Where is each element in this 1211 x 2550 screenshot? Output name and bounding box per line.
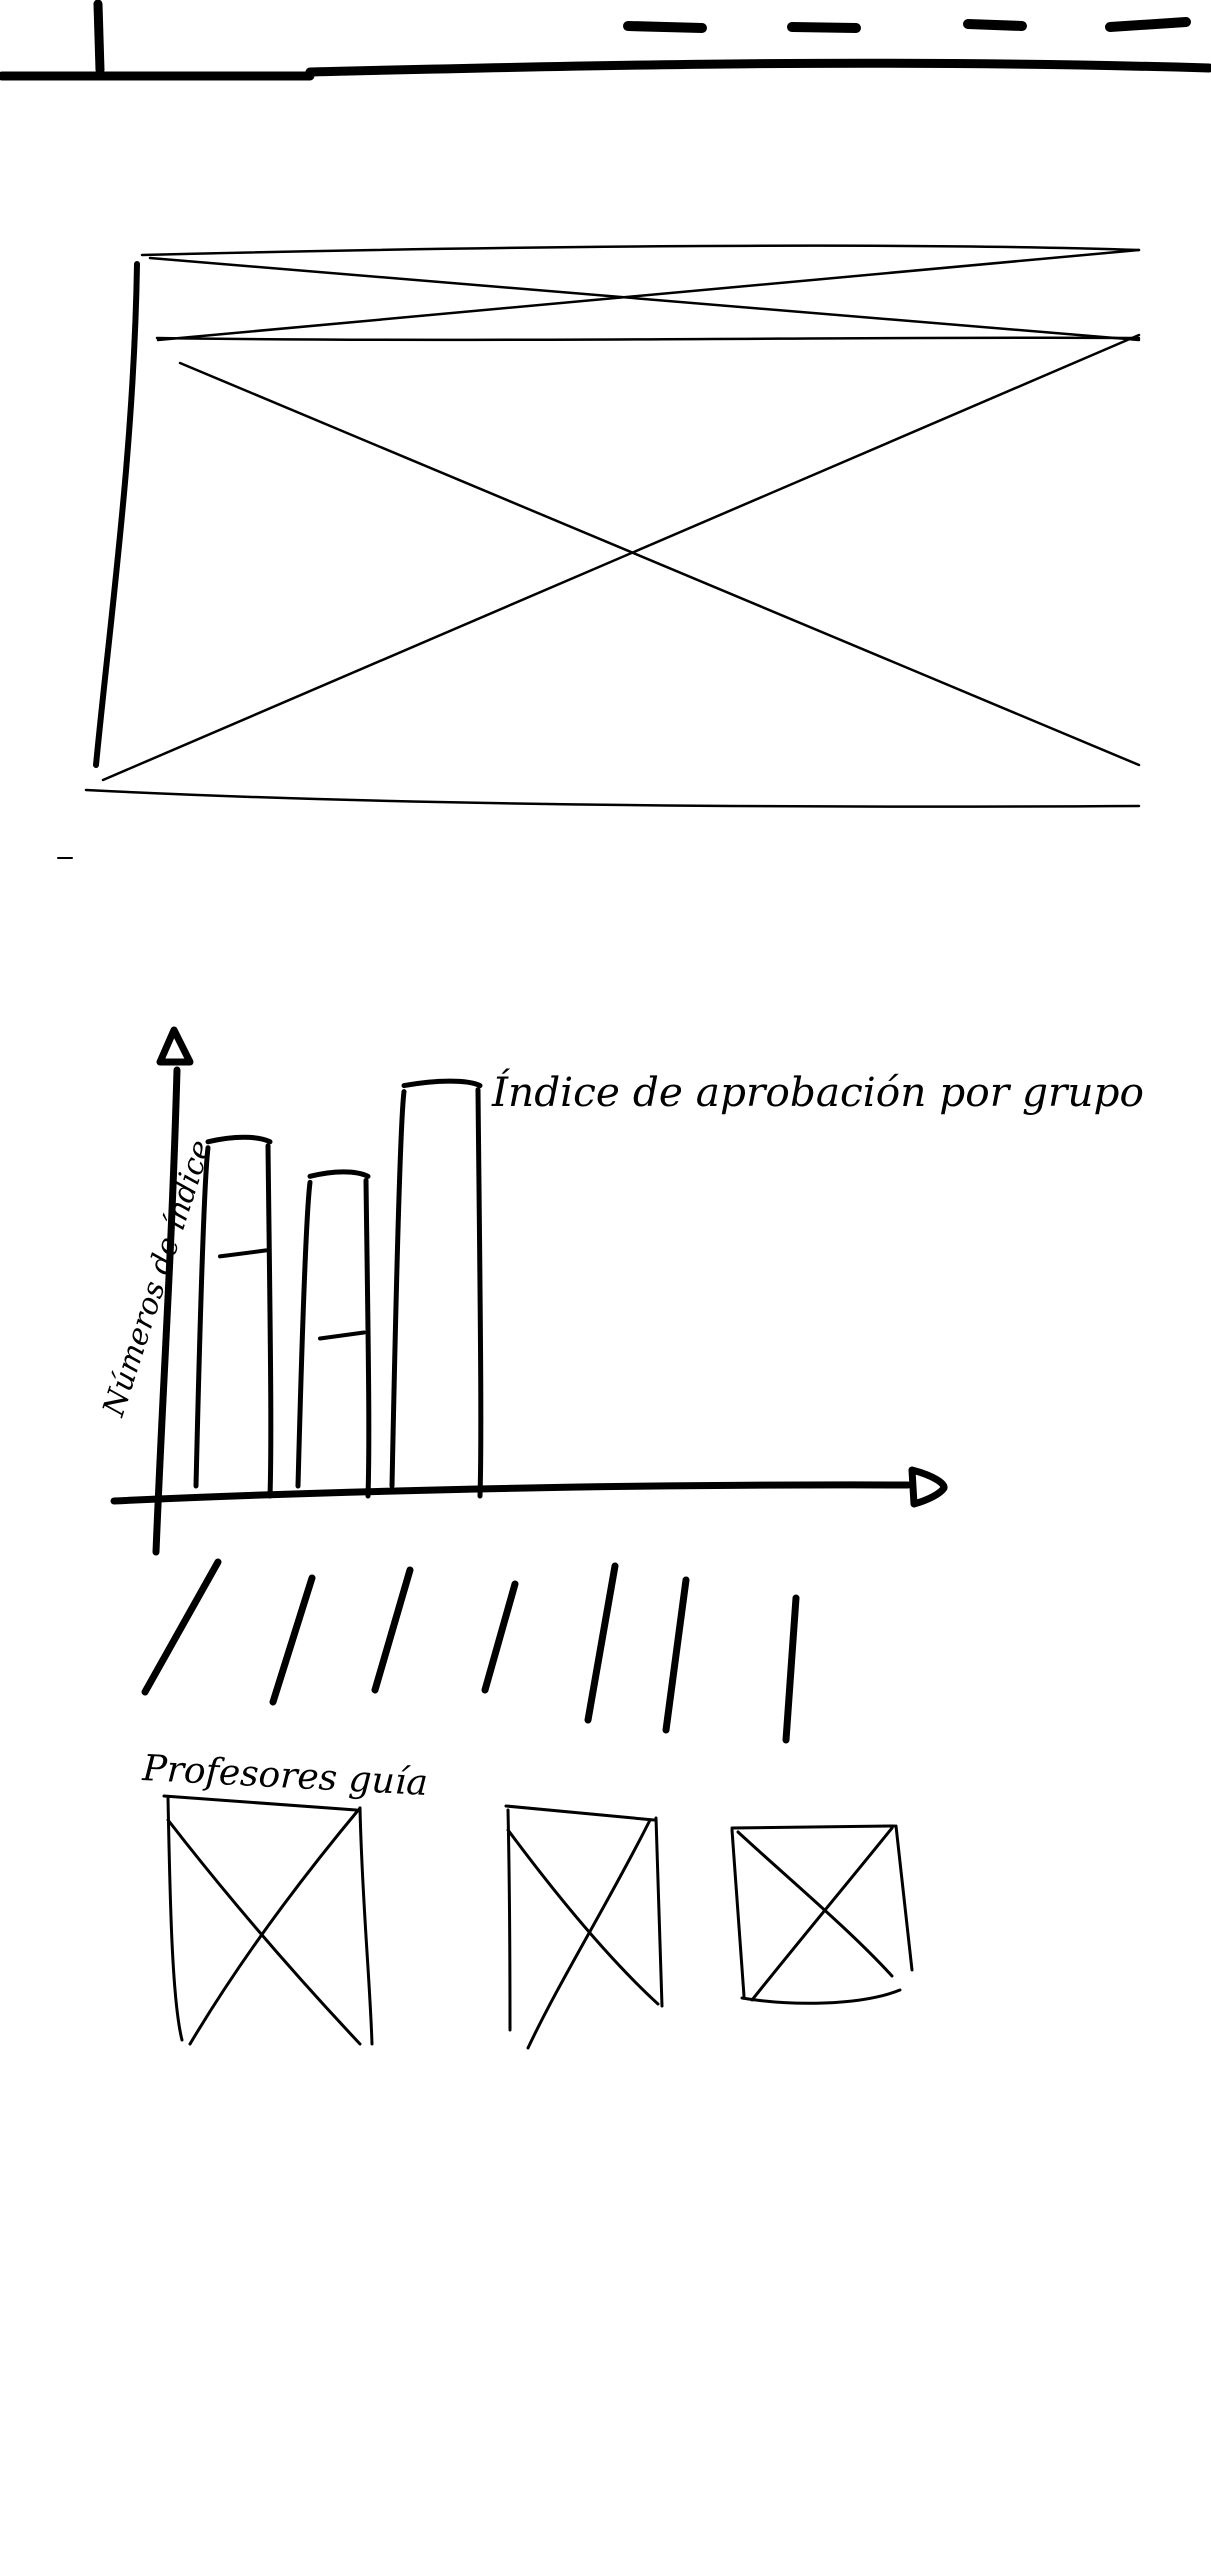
list-item[interactable]	[782, 1594, 800, 1744]
list-item[interactable]	[662, 1576, 690, 1734]
list-item[interactable]	[584, 1562, 619, 1724]
nav-item-4[interactable]	[1105, 17, 1191, 32]
list-item[interactable]	[481, 1580, 519, 1694]
bar-right-edge	[363, 1177, 372, 1499]
navbar	[0, 0, 1211, 81]
bar-top	[307, 1169, 371, 1179]
hero-image-placeholder	[57, 244, 1141, 859]
teacher-card-2-image-placeholder[interactable]	[504, 1804, 664, 2050]
x-axis-arrow	[908, 1466, 948, 1508]
bar-left-edge	[193, 1145, 211, 1489]
bar-left-edge	[389, 1089, 407, 1489]
bar-left-edge	[295, 1179, 313, 1489]
bar-right-edge	[265, 1143, 274, 1499]
bar-inner-mark	[218, 1248, 268, 1259]
chart-title: Índice de aprobación por grupo	[491, 1069, 1144, 1116]
bar-right-edge	[475, 1087, 484, 1499]
list-item[interactable]	[371, 1566, 414, 1694]
list-item[interactable]	[269, 1574, 316, 1706]
teacher-card-3-image-placeholder[interactable]	[730, 1824, 914, 2005]
item-list	[141, 1558, 800, 1744]
bar-top	[205, 1134, 273, 1145]
nav-item-1[interactable]	[623, 21, 707, 33]
teachers-section: Profesores guía	[141, 1748, 914, 2050]
nav-item-2[interactable]	[787, 22, 861, 33]
bar-chart: Índice de aprobación por grupo Números d…	[96, 1026, 1144, 1556]
bar-inner-mark	[318, 1330, 366, 1341]
logo-divider	[93, 0, 105, 75]
teacher-card-1-image-placeholder[interactable]	[162, 1794, 374, 2046]
y-axis-arrow	[156, 1026, 194, 1066]
nav-item-3[interactable]	[963, 19, 1027, 31]
teachers-heading: Profesores guía	[141, 1748, 429, 1804]
navbar-bottom-line	[0, 58, 1211, 81]
y-axis	[152, 1066, 181, 1556]
chart-bars	[193, 1078, 484, 1499]
x-axis	[110, 1481, 912, 1505]
bar-top	[401, 1078, 483, 1089]
list-item[interactable]	[141, 1558, 222, 1696]
